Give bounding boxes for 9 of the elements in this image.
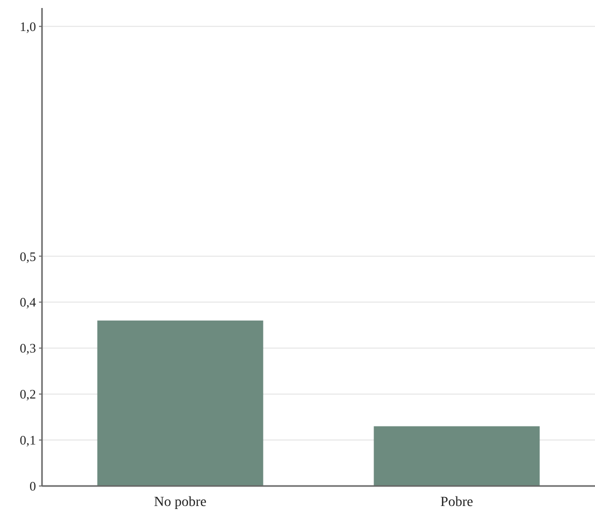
y-tick-label: 0,4 — [20, 294, 36, 310]
x-tick-label: Pobre — [440, 495, 474, 510]
y-tick-label: 0,2 — [20, 386, 36, 402]
x-tick-label: No pobre — [154, 495, 206, 510]
y-tick-label: 0,1 — [20, 432, 36, 448]
y-tick-label: 0 — [30, 478, 36, 494]
y-tick-label: 0,3 — [20, 340, 36, 356]
y-tick-label: 1,0 — [20, 18, 36, 34]
y-tick-label: 0,5 — [20, 248, 36, 264]
